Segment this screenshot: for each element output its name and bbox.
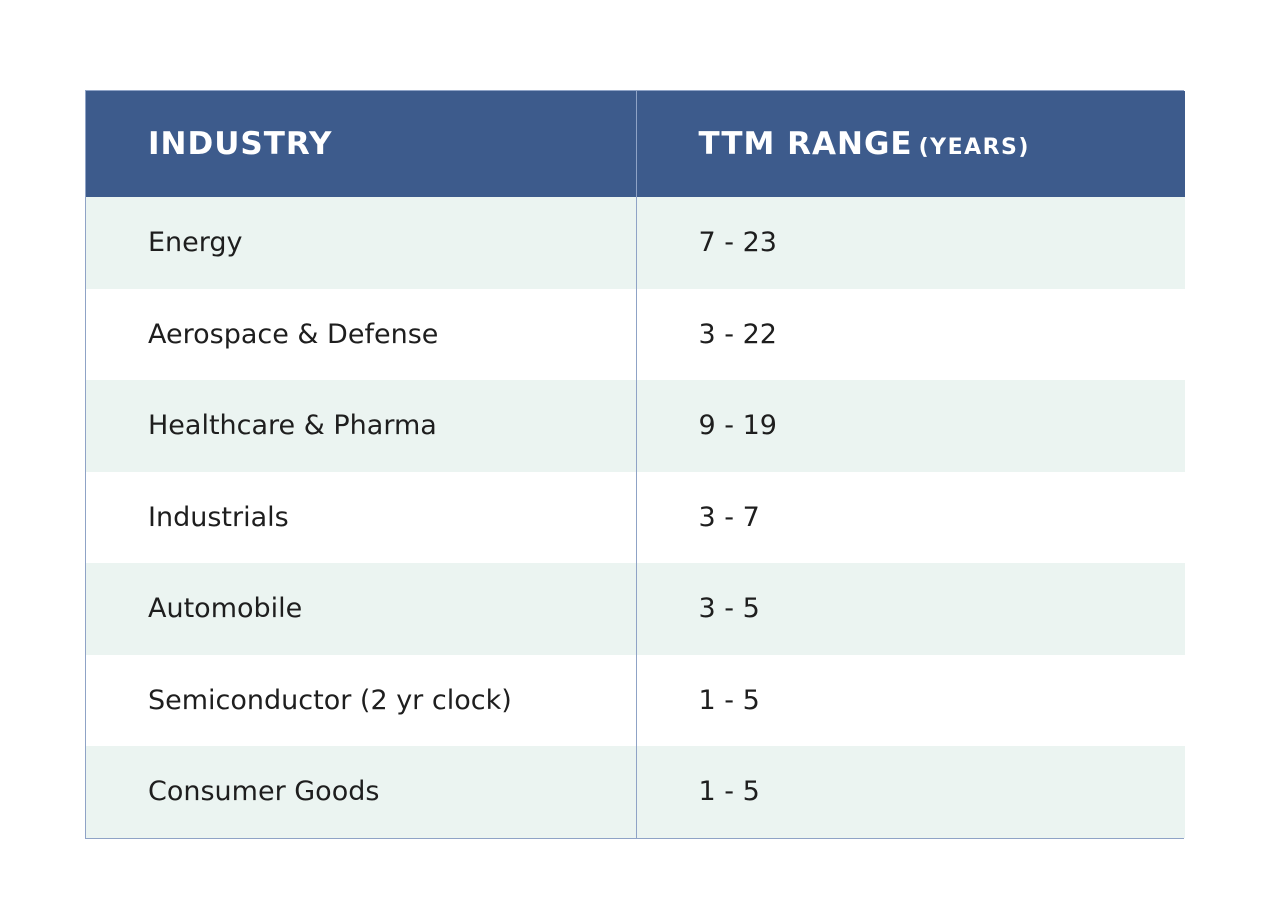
table-row: Healthcare & Pharma 9 - 19 [86, 380, 1185, 472]
table-body: Energy 7 - 23 Aerospace & Defense 3 - 22 Hea… [86, 197, 1185, 838]
ttm-range-cell: 3 - 7 [698, 501, 760, 533]
industry-cell: Consumer Goods [86, 746, 637, 838]
ttm-range-cell: 3 - 22 [698, 318, 777, 350]
header-ttm-range-label: TTM RANGE [698, 126, 913, 162]
header-industry-label: INDUSTRY [148, 126, 333, 162]
ttm-range-table: INDUSTRY TTM RANGE (YEARS) Energy 7 - 23 Ae… [85, 90, 1185, 839]
industry-cell: Semiconductor (2 yr clock) [86, 654, 637, 746]
ttm-range-cell: 1 - 5 [698, 684, 760, 716]
table-row: Industrials 3 - 7 [86, 471, 1185, 563]
header-row: INDUSTRY TTM RANGE (YEARS) [86, 91, 1185, 197]
industry-cell: Energy [86, 197, 637, 289]
industry-cell: Aerospace & Defense [86, 288, 637, 380]
ttm-range-cell: 7 - 23 [698, 227, 777, 259]
table-row: Semiconductor (2 yr clock) 1 - 5 [86, 654, 1185, 746]
table-row: Energy 7 - 23 [86, 197, 1185, 289]
industry-cell: Automobile [86, 563, 637, 655]
header-industry: INDUSTRY [86, 91, 637, 197]
header-ttm-range-unit: (YEARS) [918, 135, 1030, 160]
table-row: Consumer Goods 1 - 5 [86, 746, 1185, 838]
ttm-range-cell: 1 - 5 [698, 776, 760, 808]
table-header: INDUSTRY TTM RANGE (YEARS) [86, 91, 1185, 197]
table-row: Automobile 3 - 5 [86, 563, 1185, 655]
ttm-range-cell: 3 - 5 [698, 593, 760, 625]
header-ttm-range: TTM RANGE (YEARS) [636, 91, 1185, 197]
ttm-range-cell: 9 - 19 [698, 410, 777, 442]
table: INDUSTRY TTM RANGE (YEARS) Energy 7 - 23 Ae… [86, 91, 1185, 838]
industry-cell: Industrials [86, 471, 637, 563]
table-row: Aerospace & Defense 3 - 22 [86, 288, 1185, 380]
industry-cell: Healthcare & Pharma [86, 380, 637, 472]
